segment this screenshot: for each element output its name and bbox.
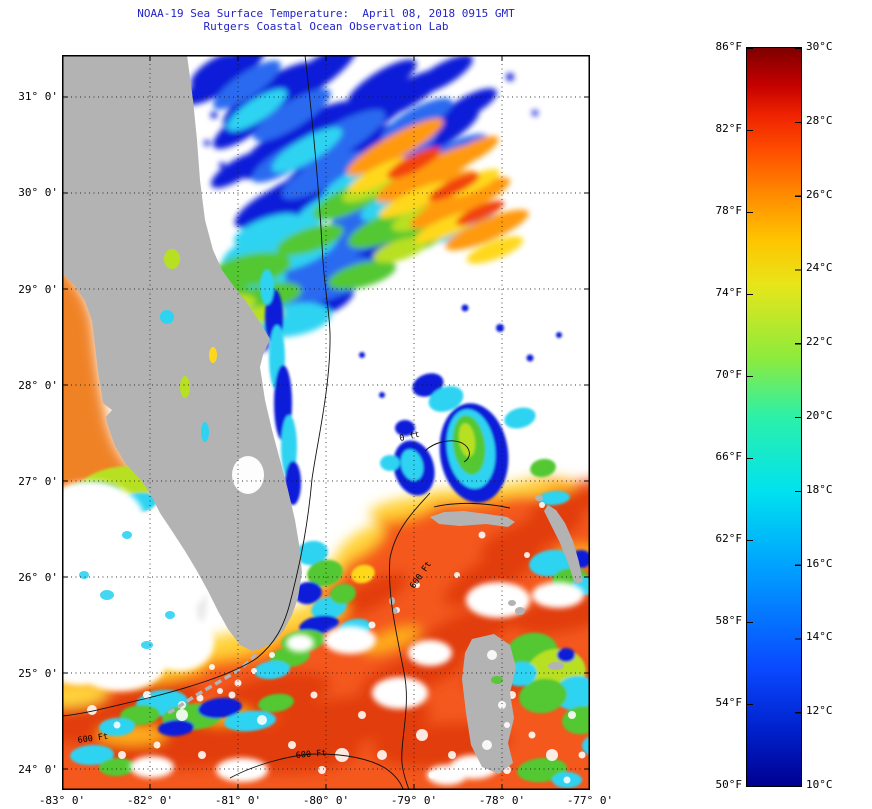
cbar-c-24: 24°C (806, 261, 833, 274)
bahamas-islands (389, 495, 583, 774)
cbar-f-58: 58°F (715, 614, 743, 627)
cbar-f-82: 82°F (715, 122, 743, 135)
figure-title: NOAA-19 Sea Surface Temperature: April 0… (137, 7, 515, 20)
lat-label-30: 30° 0' (18, 186, 58, 199)
cbar-c-20: 20°C (806, 409, 833, 422)
cbar-f-74: 74°F (715, 286, 743, 299)
cbar-f-66: 66°F (715, 450, 743, 463)
lat-label-24: 24° 0' (18, 763, 58, 776)
cbar-c-10: 10°C (806, 778, 833, 791)
cbar-c-14: 14°C (806, 630, 833, 643)
frame-ticks (62, 55, 590, 790)
lat-label-26: 26° 0' (18, 571, 58, 584)
lon-label-82: -82° 0' (126, 794, 174, 807)
island-bimini (389, 597, 395, 605)
cbar-c-30: 30°C (806, 40, 833, 53)
contour-600ft-shelf (62, 55, 331, 717)
cbar-f-50: 50°F (715, 778, 743, 791)
lon-label-81: -81° 0' (214, 794, 262, 807)
cbar-c-16: 16°C (806, 557, 833, 570)
lon-label-79: -79° 0' (390, 794, 438, 807)
cbar-c-26: 26°C (806, 188, 833, 201)
sst-map: 0 ft 600 Ft 600 Ft 600 Ft (62, 55, 590, 790)
map-frame (62, 55, 590, 790)
cbar-f-86: 86°F (715, 40, 743, 53)
lake-okeechobee (232, 456, 264, 494)
contour-label-600ft-1: 600 Ft (77, 732, 109, 746)
colorbar-ticks-fahrenheit (747, 48, 753, 786)
lat-label-29: 29° 0' (18, 283, 58, 296)
cbar-f-54: 54°F (715, 696, 743, 709)
lat-label-25: 25° 0' (18, 667, 58, 680)
depth-contours (62, 55, 511, 790)
graticule (62, 55, 590, 790)
island-new-providence (548, 662, 564, 670)
lon-label-83: -83° 0' (38, 794, 86, 807)
lat-label-28: 28° 0' (18, 379, 58, 392)
cbar-c-18: 18°C (806, 483, 833, 496)
cbar-c-28: 28°C (806, 114, 833, 127)
lon-label-80: -80° 0' (302, 794, 350, 807)
contour-label-600ft-2: 600 Ft (295, 748, 326, 761)
contour-600ft-south (229, 753, 404, 790)
cbar-f-62: 62°F (715, 532, 743, 545)
andros-cloud-specks (482, 650, 510, 750)
contour-loop (424, 440, 470, 463)
contour-label-0ft: 0 ft (399, 430, 421, 444)
shelf-feature-blobs (260, 269, 570, 506)
colorbar-ticks-celsius (795, 48, 801, 786)
island-grand-bahama (430, 511, 515, 527)
lat-label-27: 27° 0' (18, 475, 58, 488)
contour-bank-top (433, 502, 511, 509)
cbar-f-78: 78°F (715, 204, 743, 217)
transition-water-blobs (62, 465, 590, 788)
cloud-gap-specks (79, 531, 175, 649)
island-andros (462, 634, 516, 774)
cbar-c-22: 22°C (806, 335, 833, 348)
island-berry (515, 607, 525, 615)
cbar-f-70: 70°F (715, 368, 743, 381)
cloud-cover (62, 389, 584, 785)
lat-label-31: 31° 0' (18, 90, 58, 103)
sst-colorbar (746, 47, 802, 787)
lon-label-77: -77° 0' (566, 794, 614, 807)
lon-label-78: -78° 0' (478, 794, 526, 807)
cbar-c-12: 12°C (806, 704, 833, 717)
figure-subtitle: Rutgers Coastal Ocean Observation Lab (203, 20, 449, 33)
island-abaco (544, 505, 583, 584)
